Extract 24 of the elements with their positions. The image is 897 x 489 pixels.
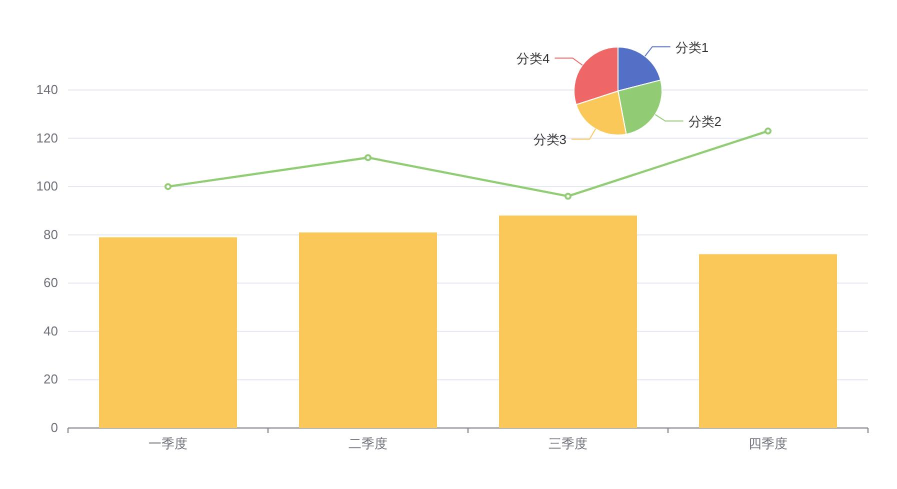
y-tick-label: 120: [36, 130, 58, 146]
x-tick-label: 二季度: [348, 436, 388, 451]
slice-label: 分类1: [675, 40, 709, 55]
point: [564, 192, 572, 200]
x-tick-label: 四季度: [748, 436, 788, 451]
x-tick-label: 三季度: [548, 436, 588, 451]
bar: [499, 216, 637, 428]
y-tick-label: 100: [36, 178, 58, 194]
bar: [99, 237, 237, 428]
y-tick-label: 40: [44, 323, 58, 338]
slice-label: 分类4: [516, 51, 550, 66]
y-tick-label: 0: [50, 420, 58, 435]
point: [364, 154, 372, 162]
y-tick-label: 140: [36, 82, 58, 97]
slice-label: 分类2: [688, 114, 722, 130]
y-tick-label: 80: [44, 226, 58, 242]
y-tick-label: 20: [44, 372, 58, 387]
y-tick-label: 60: [44, 275, 58, 290]
bar: [299, 232, 437, 428]
x-tick-label: 一季度: [148, 436, 188, 451]
slice-label: 分类3: [533, 132, 566, 148]
point: [164, 183, 172, 190]
point: [764, 128, 772, 135]
bar: [699, 254, 837, 428]
